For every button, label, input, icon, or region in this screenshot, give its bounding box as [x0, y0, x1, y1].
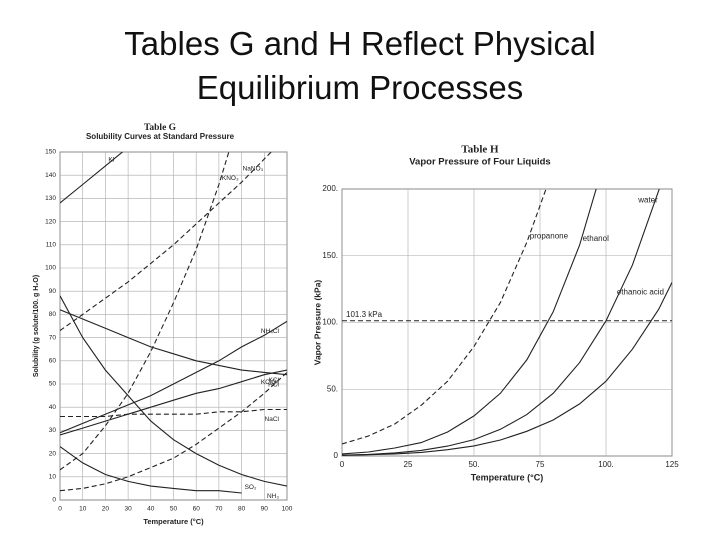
- y-tick-label: 0: [52, 497, 56, 504]
- legend-label: NH₄Cl: [261, 328, 280, 335]
- series-line: [60, 369, 287, 436]
- series-line: [60, 408, 287, 418]
- legend-label: ethanoic acid: [617, 288, 664, 297]
- x-tick-label: 25: [404, 460, 413, 469]
- y-tick-label: 100.: [322, 318, 338, 327]
- slide-title: Tables G and H Reflect Physical Equilibr…: [124, 25, 596, 106]
- chart-subtitle: Solubility Curves at Standard Pressure: [86, 132, 235, 141]
- series-line: [60, 320, 287, 434]
- annotation: 101.3 kPa: [346, 310, 383, 319]
- x-tick-label: 100: [282, 506, 293, 513]
- y-tick-label: 10: [49, 474, 57, 481]
- y-tick-label: 140: [45, 172, 56, 179]
- y-axis-label: Vapor Pressure (kPa): [312, 280, 322, 366]
- x-tick-label: 125: [665, 460, 679, 469]
- legend-label: HCl: [268, 381, 279, 388]
- chart-title: Table H: [461, 144, 499, 156]
- x-tick-label: 80: [238, 506, 246, 513]
- x-tick-label: 20: [102, 506, 110, 513]
- plot: [60, 152, 287, 494]
- x-tick-label: 70: [215, 506, 223, 513]
- series-line: [60, 309, 287, 376]
- legend-label: NH₃: [267, 493, 279, 500]
- y-tick-label: 120: [45, 218, 56, 225]
- x-axis-label: Temperature (°C): [471, 472, 543, 482]
- series-line: [342, 282, 672, 456]
- y-tick-label: 80: [49, 311, 57, 318]
- legend-label: water: [637, 195, 658, 204]
- legend-label: KNO₃: [222, 175, 239, 182]
- legend-label: KClO₃: [261, 379, 280, 386]
- x-tick-label: 75: [536, 460, 545, 469]
- series-line: [342, 189, 547, 445]
- series-line: [60, 446, 242, 494]
- legend-label: SO₂: [245, 484, 257, 491]
- plot: [342, 189, 672, 456]
- y-tick-label: 90: [49, 288, 57, 295]
- x-tick-label: 0: [58, 506, 62, 513]
- series-line: [342, 189, 597, 455]
- x-tick-label: 50.: [468, 460, 479, 469]
- y-tick-label: 110: [46, 242, 57, 249]
- y-tick-label: 150: [45, 149, 56, 156]
- y-tick-label: 50: [49, 381, 57, 388]
- x-tick-label: 40: [147, 506, 155, 513]
- series-line: [60, 371, 287, 492]
- chart-title: Table G: [144, 123, 177, 133]
- y-axis-label: Solubility (g solute/100. g H₂O): [33, 275, 40, 377]
- legend-label: propanone: [530, 232, 569, 241]
- x-tick-label: 30: [124, 506, 132, 513]
- x-tick-label: 50: [170, 506, 178, 513]
- x-tick-label: 90: [261, 506, 269, 513]
- legend-label: NaNO₃: [243, 166, 264, 173]
- y-tick-label: 30: [49, 427, 57, 434]
- y-tick-label: 150.: [322, 251, 338, 260]
- x-tick-label: 60: [193, 506, 201, 513]
- series-line: [60, 152, 124, 204]
- legend-label: KCl: [269, 377, 280, 384]
- y-tick-label: 200.: [322, 184, 338, 193]
- y-tick-label: 100: [45, 265, 56, 272]
- series-line: [342, 189, 660, 456]
- y-tick-label: 50.: [327, 384, 338, 393]
- legend-label: ethanol: [583, 234, 609, 243]
- x-axis-label: Temperature (°C): [143, 517, 204, 526]
- y-tick-label: 60: [49, 358, 57, 365]
- series-line: [60, 295, 287, 487]
- series-line: [60, 152, 230, 471]
- x-tick-label: 100.: [598, 460, 614, 469]
- y-tick-label: 70: [49, 334, 57, 341]
- x-tick-label: 0: [340, 460, 345, 469]
- legend-label: KI: [108, 157, 114, 164]
- y-tick-label: 130: [45, 195, 56, 202]
- legend-label: NaCl: [265, 416, 280, 423]
- y-tick-label: 20: [49, 450, 57, 457]
- y-tick-label: 40: [49, 404, 57, 411]
- y-tick-label: 0: [334, 451, 339, 460]
- x-tick-label: 10: [79, 506, 87, 513]
- chart-subtitle: Vapor Pressure of Four Liquids: [409, 157, 550, 168]
